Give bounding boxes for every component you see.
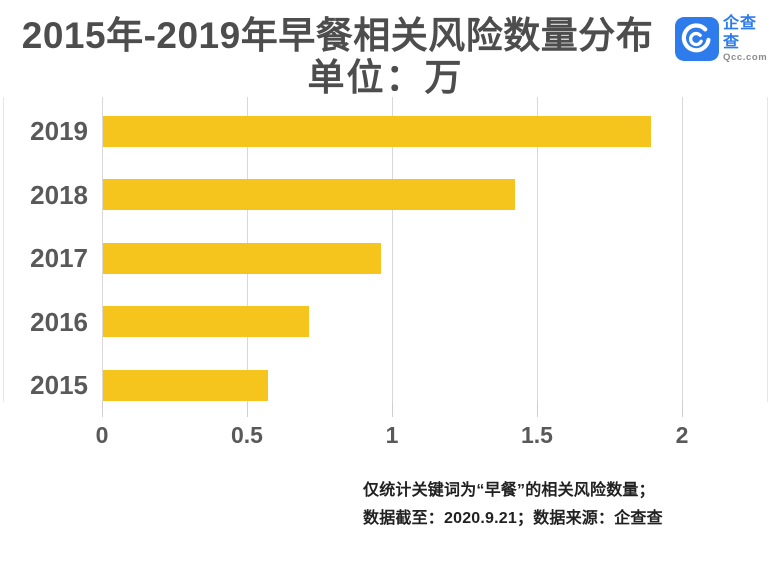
y-axis-label-2015: 2015 [30, 370, 88, 400]
y-axis-label-2016: 2016 [30, 307, 88, 337]
axis-tick-1.5 [537, 402, 538, 417]
qcc-logo-icon [675, 17, 719, 61]
gridline-0 [102, 97, 103, 402]
gridline-2 [682, 97, 683, 402]
axis-tick-1 [392, 402, 393, 417]
chart-subtitle: 单位：万 [307, 57, 464, 98]
bar-2017 [103, 243, 381, 274]
y-axis-label-2019: 2019 [30, 116, 88, 146]
plot-border-left [3, 97, 4, 402]
x-tick-label-1: 1 [385, 422, 399, 448]
footer-note-line1: 仅统计关键词为“早餐”的相关风险数量； [363, 482, 655, 499]
bar-2015 [103, 370, 268, 401]
bar-2016 [103, 306, 309, 337]
footer-note-line2: 数据截至：2020.9.21；数据来源：企查查 [363, 510, 663, 527]
qcc-logo: 企查查 Qcc.com [675, 14, 771, 64]
gridline-1 [392, 97, 393, 402]
y-axis-label-2017: 2017 [30, 243, 88, 273]
x-tick-label-2: 2 [675, 422, 689, 448]
plot-border-right [767, 97, 768, 402]
y-axis-label-2018: 2018 [30, 180, 88, 210]
x-tick-label-1.5: 1.5 [521, 422, 553, 448]
axis-tick-0 [102, 402, 103, 417]
qcc-logo-domain: Qcc.com [723, 52, 768, 63]
x-tick-label-0.5: 0.5 [231, 422, 263, 448]
axis-tick-0.5 [247, 402, 248, 417]
bar-2018 [103, 179, 515, 210]
qcc-logo-name: 企查查 [723, 15, 758, 51]
gridline-1.5 [537, 97, 538, 402]
axis-tick-2 [682, 402, 683, 417]
bar-2019 [103, 116, 651, 147]
x-tick-label-0: 0 [95, 422, 109, 448]
qcc-logo-text: 企查查 Qcc.com [723, 14, 771, 64]
chart-title: 2015年-2019年早餐相关风险数量分布 [21, 15, 654, 56]
